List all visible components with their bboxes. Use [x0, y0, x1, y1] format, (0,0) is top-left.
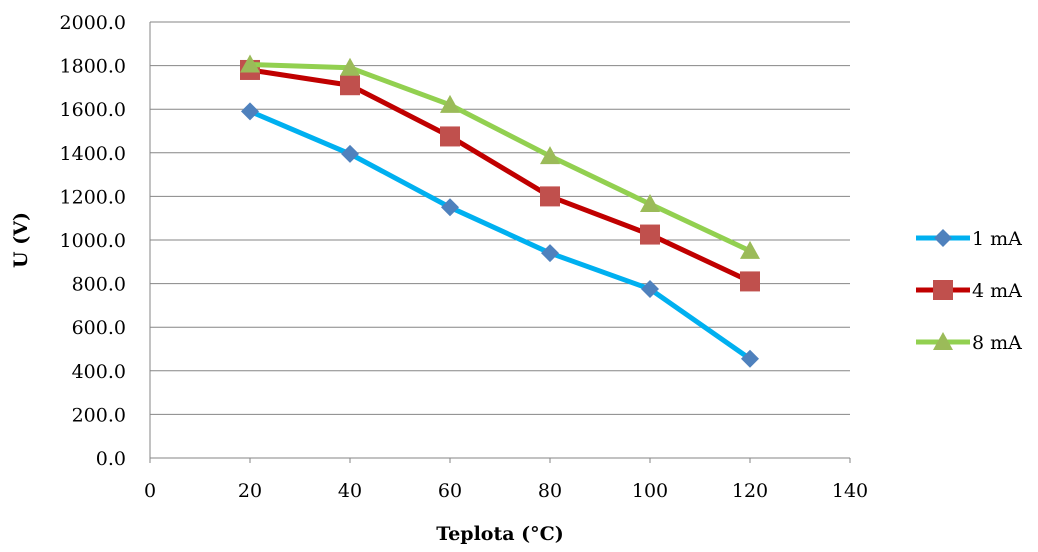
data-point [540, 146, 560, 165]
data-point [440, 94, 460, 113]
y-tick-label: 200.0 [72, 404, 126, 426]
series-line [247, 108, 753, 362]
legend-label: 4 mA [972, 280, 1022, 302]
x-tick-label: 140 [832, 480, 868, 502]
y-tick-label: 1000.0 [60, 230, 126, 252]
y-tick-label: 1200.0 [60, 186, 126, 208]
x-tick-label: 20 [238, 480, 262, 502]
x-tick-label: 120 [732, 480, 768, 502]
legend-label: 8 mA [972, 332, 1022, 354]
data-point [740, 240, 760, 259]
y-tick-label: 1600.0 [60, 99, 126, 121]
data-point [441, 198, 459, 217]
y-tick-label: 600.0 [72, 317, 126, 339]
data-point [740, 271, 760, 292]
data-point [741, 349, 759, 368]
gridlines [150, 21, 850, 459]
data-point [641, 280, 659, 299]
y-tick-labels: 0.0 200.0 400.0 600.0 800.0 1000.0 1200.0 1400.… [60, 12, 126, 470]
data-point [640, 224, 660, 245]
x-tick-labels: 0 20 40 60 80 100 120 140 [144, 480, 868, 502]
x-tick-label: 0 [144, 480, 156, 502]
data-point [540, 186, 560, 207]
data-point [341, 144, 359, 163]
data-point [241, 102, 259, 121]
series-1-mA [241, 102, 759, 368]
legend-label: 1 mA [972, 228, 1022, 250]
data-point [340, 75, 360, 96]
legend-marker [934, 229, 952, 247]
y-tick-label: 2000.0 [60, 12, 126, 34]
series-line [247, 67, 753, 284]
y-tick-label: 0.0 [96, 448, 126, 470]
series-line [247, 62, 753, 254]
legend-item: 8 mA [916, 332, 1022, 354]
y-tick-label: 800.0 [72, 274, 126, 296]
y-tick-label: 1800.0 [60, 56, 126, 78]
y-tick-label: 400.0 [72, 361, 126, 383]
x-tick-label: 60 [438, 480, 462, 502]
data-point [640, 194, 660, 213]
data-point [440, 126, 460, 147]
x-axis-title: Teplota (°C) [436, 523, 564, 545]
legend-marker [933, 332, 953, 350]
axes [149, 22, 851, 463]
data-point [240, 54, 260, 73]
x-tick-label: 100 [632, 480, 668, 502]
y-tick-label: 1400.0 [60, 143, 126, 165]
legend-marker [933, 280, 953, 300]
y-axis-title: U (V) [10, 212, 32, 268]
legend: 1 mA 4 mA 8 mA [916, 228, 1022, 354]
data-point [541, 244, 559, 263]
series-8-mA [240, 54, 760, 259]
data-point [340, 57, 360, 76]
x-tick-label: 40 [338, 480, 362, 502]
series-group [240, 54, 760, 368]
x-tick-label: 80 [538, 480, 562, 502]
legend-item: 1 mA [916, 228, 1022, 250]
legend-item: 4 mA [916, 280, 1022, 302]
